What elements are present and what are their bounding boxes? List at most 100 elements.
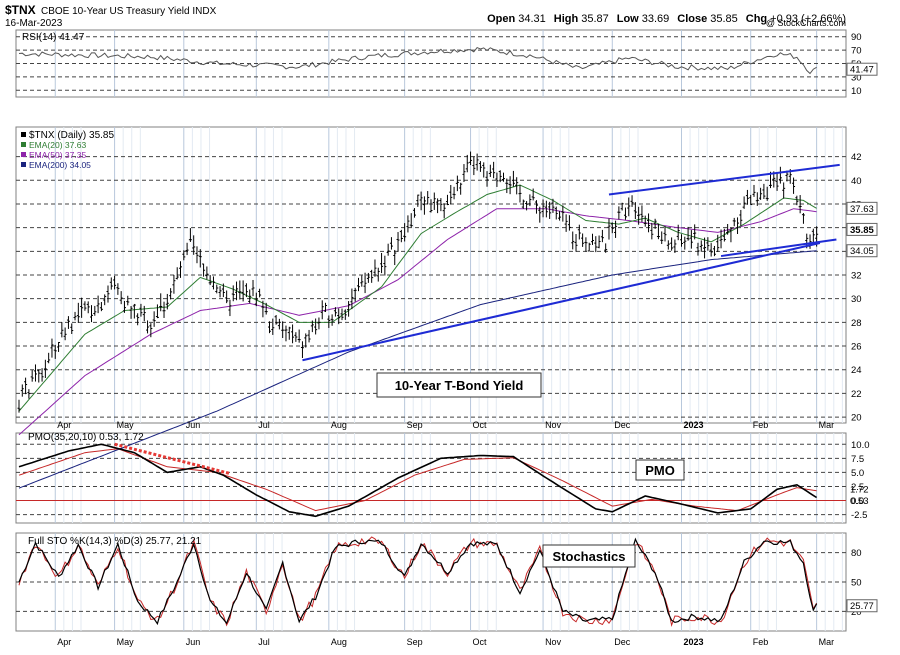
price-tag-box [846, 222, 878, 236]
x-tick-label: 2023 [683, 637, 703, 647]
ohlc-key: Chg [746, 13, 767, 25]
legend-entry: EMA(20) 37.63 [29, 140, 86, 150]
ema200-line [18, 250, 817, 489]
pmo-line [18, 443, 818, 518]
sto-tag-box [846, 599, 878, 613]
pmo-panel-frame [15, 432, 847, 524]
watermark: @ StockCharts.com [766, 18, 846, 28]
y-tick-label: 80 [851, 548, 862, 559]
price-tag-box [846, 201, 878, 215]
legend-entry: EMA(50) 37.35 [29, 150, 86, 160]
rsi-line [18, 46, 817, 75]
x-tick-label: Nov [545, 637, 562, 647]
x-tick-label: Mar [819, 637, 835, 647]
y-tick-label: 20 [851, 607, 862, 618]
y-tick-label: 40 [851, 176, 862, 187]
annotation-pmo: PMO [645, 463, 675, 478]
ohlc-value: 33.69 [642, 13, 670, 25]
legend-swatch [21, 142, 26, 147]
x-tick-label: Oct [473, 420, 488, 430]
price-bars [17, 151, 819, 413]
y-tick-label: 10 [851, 86, 862, 97]
legend-entry: $TNX (Daily) 35.85 [29, 130, 114, 141]
y-tick-label: 30 [851, 72, 862, 83]
rsi-tag-box [846, 62, 878, 76]
series-layer [17, 46, 840, 628]
y-tick-label: 0.0 [851, 496, 864, 507]
symbol-label: $TNX [5, 3, 36, 17]
x-tick-label: Mar [819, 420, 835, 430]
x-tick-label: Apr [57, 637, 71, 647]
y-tick-label: -2.5 [851, 510, 867, 521]
y-tick-label: 32 [851, 271, 862, 282]
price-tag: 35.85 [850, 225, 874, 236]
x-tick-label: Oct [473, 637, 488, 647]
annotation-box-pmo [635, 459, 685, 481]
legend-swatch [21, 132, 26, 137]
ohlc-value: +0.93 (+2.66%) [770, 13, 846, 25]
rsi-label: RSI(14) 41.47 [22, 32, 85, 43]
x-tick-label: Jul [258, 637, 270, 647]
symbol-name: CBOE 10-Year US Treasury Yield INDX [41, 6, 217, 17]
pmo-tag: 0.53 [850, 496, 869, 507]
y-tick-label: 26 [851, 342, 862, 353]
x-tick-label: Jul [258, 420, 270, 430]
ohlc-key: High [554, 13, 579, 25]
x-tick-label: 2023 [683, 420, 703, 430]
price-tag: 37.63 [850, 204, 874, 215]
y-tick-label: 30 [851, 294, 862, 305]
ohlc-value: 35.85 [710, 13, 738, 25]
x-tick-label: Dec [614, 637, 631, 647]
x-tick-label: Dec [614, 420, 631, 430]
y-tick-label: 42 [851, 152, 862, 163]
y-tick-label: 2.5 [851, 482, 864, 493]
pmo-tag: 1.72 [850, 484, 869, 495]
legend-swatch [21, 152, 26, 157]
y-tick-label: 7.5 [851, 454, 864, 465]
x-tick-label: Sep [407, 637, 423, 647]
x-tick-label: Jun [186, 637, 201, 647]
annotation-stochastics: Stochastics [553, 549, 626, 564]
trendline [302, 242, 821, 362]
x-tick-label: Feb [753, 637, 769, 647]
ohlc-value: 35.87 [581, 13, 609, 25]
ohlc-key: Open [487, 13, 515, 25]
sto-k-line [18, 537, 818, 626]
price-tag: 34.05 [850, 246, 874, 257]
annotation-box-price [376, 372, 542, 398]
sto-d-line [18, 536, 818, 628]
y-tick-label: 5.0 [851, 468, 864, 479]
pmo-label: PMO(35,20,10) 0.53, 1.72 [28, 432, 144, 443]
price-tag-box [846, 244, 878, 258]
x-tick-label: Jun [186, 420, 201, 430]
y-tick-label: 10.0 [851, 440, 870, 451]
y-tick-label: 24 [851, 365, 862, 376]
stochastics-label: Full STO %K(14,3) %D(3) 25.77, 21.21 [28, 536, 202, 547]
y-tick-label: 28 [851, 318, 862, 329]
x-tick-label: Apr [57, 420, 71, 430]
trendline [608, 163, 840, 196]
x-tick-label: Aug [331, 637, 347, 647]
ohlc-key: Low [617, 13, 639, 25]
legend-swatch [21, 162, 26, 167]
ema20-line [18, 184, 817, 412]
ohlc-value: 34.31 [518, 13, 546, 25]
annotation-box-stochastics [542, 544, 636, 568]
x-tick-label: May [117, 637, 135, 647]
annotation-price: 10-Year T-Bond Yield [395, 378, 524, 393]
x-tick-label: May [117, 420, 135, 430]
x-tick-label: Nov [545, 420, 562, 430]
y-tick-label: 70 [851, 46, 862, 57]
x-tick-label: Sep [407, 420, 423, 430]
legend-entry: EMA(200) 34.05 [29, 160, 91, 170]
ema50-line [18, 208, 817, 436]
axis-labels: Apr Apr May May Jun Jun Jul Jul Aug Aug Sep Sep Oct O… [57, 32, 878, 647]
rsi-tag: 41.47 [850, 65, 874, 76]
sto-tag: 25.77 [850, 601, 874, 612]
x-tick-label: Feb [753, 420, 769, 430]
x-tick-label: Aug [331, 420, 347, 430]
